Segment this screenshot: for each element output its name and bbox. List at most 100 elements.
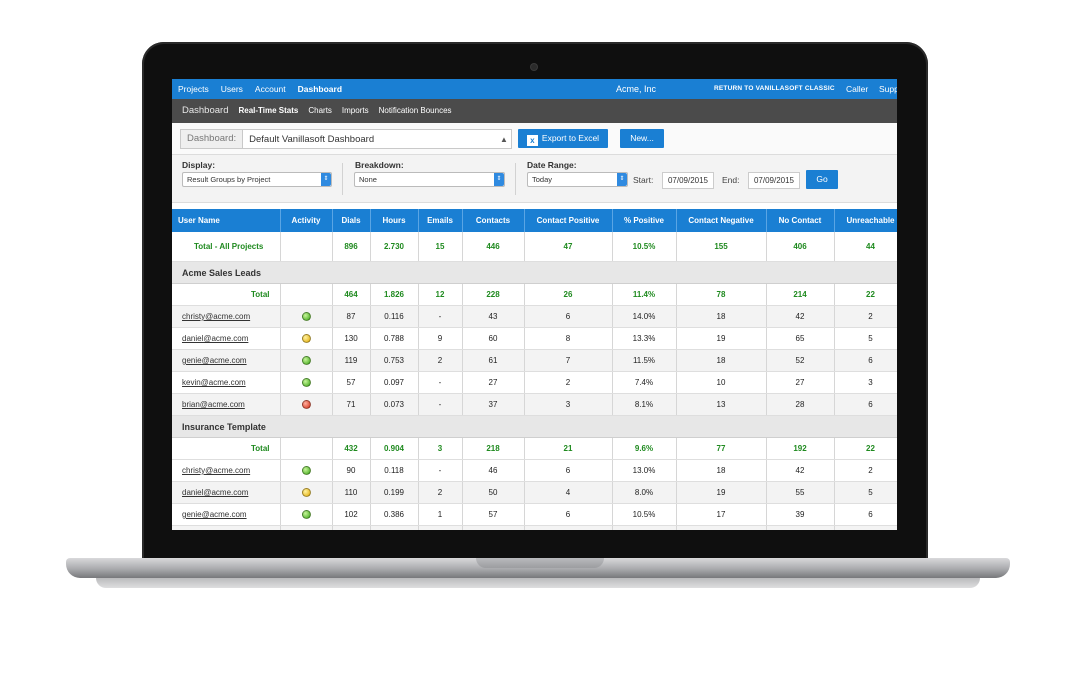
table-cell: 61 (462, 349, 525, 372)
activity-cell (280, 349, 333, 372)
nav-account[interactable]: Account (254, 84, 286, 94)
table-cell: 7 (524, 349, 613, 372)
select-arrows-icon: ⇕ (321, 173, 331, 186)
subnav-notification-bounces[interactable]: Notification Bounces (378, 106, 452, 115)
table-cell: 10.5% (612, 503, 677, 526)
user-link[interactable]: christy@acme.com (172, 305, 281, 328)
new-dashboard-button[interactable]: New... (620, 129, 664, 148)
go-button[interactable]: Go (806, 170, 838, 189)
activity-cell (280, 525, 333, 530)
end-date-input[interactable]: 07/09/2015 (748, 172, 800, 189)
table-cell: 46 (462, 459, 525, 482)
table-cell: 57 (332, 371, 371, 394)
col-contacts[interactable]: Contacts (462, 209, 525, 232)
user-link[interactable]: kevin@acme.com (172, 525, 281, 530)
user-link[interactable]: daniel@acme.com (172, 481, 281, 504)
table-cell: 6 (524, 305, 613, 328)
col-dials[interactable]: Dials (332, 209, 371, 232)
table-cell: 2 (834, 305, 897, 328)
user-link[interactable]: genie@acme.com (172, 503, 281, 526)
user-link[interactable]: brian@acme.com (172, 393, 281, 416)
table-cell: 19 (676, 481, 767, 504)
col-contact-negative[interactable]: Contact Negative (676, 209, 767, 232)
col-unreachable[interactable]: Unreachable (834, 209, 897, 232)
table-cell: 6 (524, 503, 613, 526)
activity-cell (280, 305, 333, 328)
display-select-value: Result Groups by Project (187, 175, 271, 184)
activity-cell (280, 481, 333, 504)
user-link[interactable]: genie@acme.com (172, 349, 281, 372)
laptop-base (66, 558, 1010, 578)
table-cell: 0.386 (370, 503, 419, 526)
table-row: genie@acme.com 119 0.753 2 61 7 11.5% 18 52 6 (172, 349, 897, 372)
user-link[interactable]: kevin@acme.com (172, 371, 281, 394)
table-cell: 47 (524, 232, 613, 262)
display-select[interactable]: Result Groups by Project ⇕ (182, 172, 332, 187)
user-link[interactable]: christy@acme.com (172, 459, 281, 482)
table-cell: 43 (462, 305, 525, 328)
table-cell: 78 (676, 283, 767, 306)
col-user-name[interactable]: User Name (172, 209, 281, 232)
table-cell: 18 (676, 349, 767, 372)
export-to-excel-button[interactable]: x Export to Excel (518, 129, 608, 148)
table-cell: 7.4% (612, 371, 677, 394)
nav-dashboard[interactable]: Dashboard (297, 84, 343, 94)
dashboard-select-label: Dashboard: (181, 130, 244, 148)
nav-support[interactable]: Supp (879, 84, 897, 94)
table-cell: 4 (524, 481, 613, 504)
grand-total-row: Total - All Projects 896 2.730 15 446 47… (172, 232, 897, 262)
col-no-contact[interactable]: No Contact (766, 209, 835, 232)
excel-icon: x (526, 135, 538, 146)
table-cell: 27 (766, 525, 835, 530)
col-hours[interactable]: Hours (370, 209, 419, 232)
table-cell: 228 (462, 283, 525, 306)
table-cell: 77 (676, 437, 767, 460)
camera-dot (531, 64, 537, 70)
col-activity[interactable]: Activity (280, 209, 333, 232)
date-range-select[interactable]: Today ⇕ (527, 172, 628, 187)
top-navigation: Projects Users Account Dashboard Acme, I… (172, 79, 897, 99)
table-cell: 2 (524, 371, 613, 394)
activity-status-icon (301, 399, 311, 409)
dashboard-select[interactable]: Dashboard: Default Vanillasoft Dashboard… (180, 129, 512, 149)
table-cell: 42 (766, 305, 835, 328)
col-contact-positive[interactable]: Contact Positive (524, 209, 613, 232)
activity-cell (280, 503, 333, 526)
nav-projects[interactable]: Projects (178, 84, 209, 94)
start-date-input[interactable]: 07/09/2015 (662, 172, 714, 189)
table-cell: 8.0% (612, 481, 677, 504)
col-percent-positive[interactable]: % Positive (612, 209, 677, 232)
subnav-real-time-stats[interactable]: Real-Time Stats (238, 106, 299, 115)
table-cell: 28 (766, 393, 835, 416)
activity-status-icon (301, 465, 311, 475)
table-cell: 446 (462, 232, 525, 262)
table-cell: 0.118 (370, 459, 419, 482)
table-cell: 13.3% (612, 327, 677, 350)
nav-users[interactable]: Users (220, 84, 243, 94)
table-cell: 37 (462, 393, 525, 416)
table-cell: 2 (418, 481, 463, 504)
col-emails[interactable]: Emails (418, 209, 463, 232)
breakdown-select-value: None (359, 175, 377, 184)
activity-status-icon (301, 355, 311, 365)
subnav-imports[interactable]: Imports (341, 106, 369, 115)
table-cell: 90 (332, 459, 371, 482)
return-to-classic-link[interactable]: RETURN TO VANILLASOFT CLASSIC (714, 85, 835, 92)
select-arrows-icon: ▲ (500, 134, 508, 144)
table-cell: 2.730 (370, 232, 419, 262)
table-cell: - (418, 459, 463, 482)
table-cell: 52 (766, 349, 835, 372)
user-link[interactable]: daniel@acme.com (172, 327, 281, 350)
activity-status-icon (301, 509, 311, 519)
table-cell: 44 (834, 232, 897, 262)
dashboard-select-value: Default Vanillasoft Dashboard (249, 133, 375, 145)
table-row: christy@acme.com 87 0.116-43 6 14.0% 18 42 2 (172, 305, 897, 328)
sub-navigation: Dashboard Real-Time Stats Charts Imports… (172, 99, 897, 123)
nav-caller[interactable]: Caller (846, 84, 869, 94)
real-time-stats-table: User Name Activity Dials Hours Emails Co… (172, 209, 897, 530)
subnav-dashboard[interactable]: Dashboard (182, 105, 229, 116)
subnav-charts[interactable]: Charts (308, 106, 332, 115)
breakdown-select[interactable]: None ⇕ (354, 172, 505, 187)
table-cell: 3 (524, 393, 613, 416)
